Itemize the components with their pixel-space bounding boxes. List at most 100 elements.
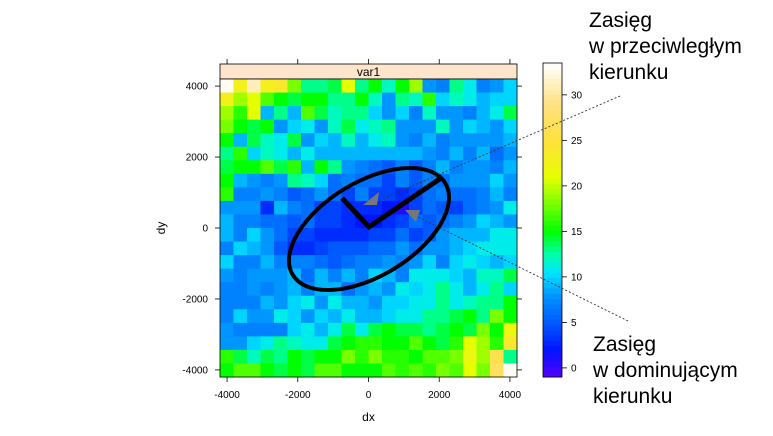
heatmap-cell xyxy=(503,309,518,324)
heatmap-cell xyxy=(463,173,477,188)
heatmap-cell xyxy=(355,92,369,107)
heatmap-cell xyxy=(328,309,342,324)
heatmap-cell xyxy=(503,228,518,242)
heatmap-cell xyxy=(233,255,248,270)
heatmap-cell xyxy=(490,160,504,175)
heatmap-cell xyxy=(422,309,437,324)
heatmap-cell xyxy=(463,214,477,229)
heatmap-cell xyxy=(247,295,261,310)
heatmap-cell xyxy=(274,282,288,297)
colorbar-tick-label: 25 xyxy=(571,136,583,147)
heatmap-cell xyxy=(449,106,464,121)
heatmap-cell xyxy=(476,146,491,161)
heatmap-cell xyxy=(449,92,464,107)
heatmap-cell xyxy=(287,200,302,215)
heatmap-cell xyxy=(476,349,491,364)
heatmap-cell xyxy=(328,268,342,283)
colorbar-segment xyxy=(543,204,562,211)
heatmap-cell xyxy=(247,92,261,107)
heatmap-cell xyxy=(422,322,437,337)
heatmap-cell xyxy=(382,349,396,364)
colorbar-segment xyxy=(543,329,562,336)
heatmap-cell xyxy=(220,309,234,324)
heatmap-cell xyxy=(314,214,329,229)
heatmap-cell xyxy=(395,92,410,107)
heatmap-cell xyxy=(368,79,383,93)
heatmap-cell xyxy=(382,241,396,256)
heatmap-cell xyxy=(355,241,369,256)
heatmap-cell xyxy=(449,228,464,242)
heatmap-cell xyxy=(449,146,464,161)
heatmap-cell xyxy=(274,146,288,161)
colorbar-border xyxy=(542,62,563,378)
heatmap-cell xyxy=(476,282,491,297)
heatmap-cell xyxy=(449,79,464,93)
heatmap-cell xyxy=(274,173,288,188)
heatmap-cell xyxy=(220,295,234,310)
heatmap-cell xyxy=(220,200,234,215)
heatmap-cell xyxy=(314,119,329,134)
heatmap-cell xyxy=(287,133,302,148)
heatmap-cell xyxy=(382,336,396,351)
heatmap-cell xyxy=(233,336,248,351)
colorbar-segment xyxy=(543,366,562,373)
heatmap-cell xyxy=(220,241,234,256)
heatmap-cell xyxy=(409,309,423,324)
heatmap-cell xyxy=(490,92,504,107)
heatmap-cell xyxy=(463,255,477,270)
heatmap-cell xyxy=(503,282,518,297)
heatmap-cell xyxy=(314,309,329,324)
heatmap-cell xyxy=(233,241,248,256)
arrow-dominant xyxy=(405,210,420,222)
colorbar-segment xyxy=(543,277,562,284)
heatmap-cell xyxy=(422,349,437,364)
heatmap-cell xyxy=(382,146,396,161)
heatmap-cell xyxy=(287,173,302,188)
heatmap-cell xyxy=(422,79,437,93)
heatmap-cell xyxy=(274,336,288,351)
range-axes-lines xyxy=(340,175,443,231)
heatmap-cell xyxy=(314,295,329,310)
heatmap-cell xyxy=(220,173,234,188)
heatmap-cell xyxy=(449,214,464,229)
heatmap-cell xyxy=(247,146,261,161)
heatmap-cell xyxy=(260,79,275,93)
leader-line-opposite xyxy=(372,95,621,204)
heatmap-cell xyxy=(301,295,315,310)
heatmap-cell xyxy=(409,336,423,351)
heatmap-cell xyxy=(233,133,248,148)
heatmap-cell xyxy=(341,146,356,161)
heatmap-cell xyxy=(463,268,477,283)
heatmap-cell xyxy=(314,255,329,270)
heatmap-cell xyxy=(301,255,315,270)
heatmap-cell xyxy=(301,241,315,256)
heatmap-cell xyxy=(382,363,396,378)
heatmap-cell xyxy=(355,322,369,337)
heatmap-cell xyxy=(328,106,342,121)
heatmap-cell xyxy=(274,187,288,202)
heatmap-cell xyxy=(409,133,423,148)
heatmap-cell xyxy=(314,79,329,93)
heatmap-cell xyxy=(355,363,369,378)
heatmap-cell xyxy=(490,282,504,297)
heatmap-cell xyxy=(301,187,315,202)
heatmap-cell xyxy=(314,241,329,256)
heatmap-cell xyxy=(463,187,477,202)
heatmap-cell xyxy=(409,173,423,188)
heatmap-cell xyxy=(436,133,450,148)
heatmap-cell xyxy=(341,322,356,337)
heatmap-cell xyxy=(220,282,234,297)
heatmap-cell xyxy=(463,309,477,324)
heatmap-cell xyxy=(287,309,302,324)
heatmap-cell xyxy=(368,106,383,121)
heatmap-cell xyxy=(490,363,504,378)
heatmap-cell xyxy=(409,255,423,270)
colorbar xyxy=(543,63,562,378)
heatmap-cell xyxy=(220,255,234,270)
heatmap-cell xyxy=(463,119,477,134)
heatmap-cell xyxy=(422,133,437,148)
heatmap-cell xyxy=(503,92,518,107)
heatmap-cell xyxy=(382,79,396,93)
heatmap-cell xyxy=(355,295,369,310)
heatmap-cell xyxy=(490,295,504,310)
